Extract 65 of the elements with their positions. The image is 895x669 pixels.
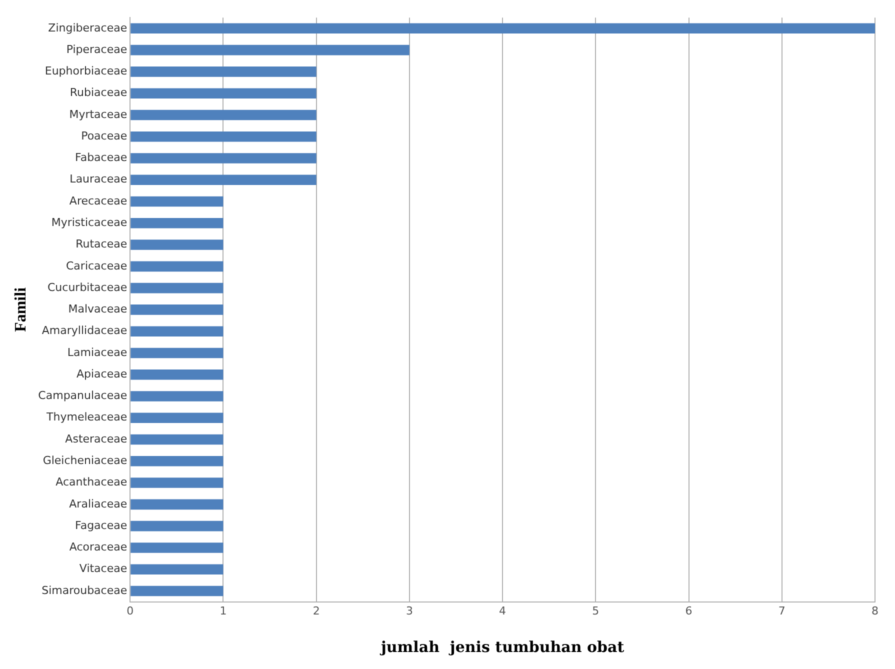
- x-tick-label: 4: [499, 604, 506, 618]
- y-tick-label: Caricaceae: [66, 259, 128, 272]
- y-tick-label: Campanulaceae: [38, 389, 128, 402]
- y-tick-label: Poaceae: [81, 129, 128, 142]
- bar: [130, 110, 316, 120]
- bar: [130, 348, 224, 358]
- bar: [130, 174, 316, 186]
- y-tick-label: Malvaceae: [68, 302, 128, 316]
- bar: [130, 23, 875, 34]
- bar: [130, 391, 224, 402]
- x-tick-label: 3: [406, 604, 413, 618]
- y-tick-label: Rubiaceae: [70, 86, 128, 100]
- y-tick-label: Amaryllidaceae: [42, 324, 128, 338]
- y-tick-label: Myrtaceae: [69, 108, 128, 121]
- y-tick-label: Myristicaceae: [51, 216, 128, 230]
- bar: [130, 564, 224, 574]
- y-tick-label: Thymeleaceae: [46, 410, 128, 424]
- y-tick-label: Arecaceae: [69, 194, 128, 208]
- bar: [130, 153, 316, 164]
- y-tick-label: Araliaceae: [69, 497, 128, 510]
- y-tick-label: Zingiberaceae: [48, 21, 128, 34]
- bar: [130, 478, 224, 488]
- bar: [130, 240, 224, 250]
- y-axis-title: Famili: [12, 286, 30, 332]
- bar: [130, 369, 224, 380]
- x-axis-title: jumlah jenis tumbuhan obat: [378, 638, 624, 656]
- bar: [130, 66, 316, 77]
- x-tick-label: 7: [778, 604, 786, 618]
- bar: [130, 282, 224, 294]
- bar: [130, 412, 224, 424]
- y-tick-label: Apiaceae: [76, 367, 128, 380]
- y-tick-label: Acoraceae: [69, 540, 128, 554]
- bar: [130, 304, 224, 315]
- y-tick-label: Cucurbitaceae: [48, 280, 128, 294]
- y-tick-label: Lamiaceae: [67, 346, 128, 359]
- bar: [130, 542, 224, 553]
- y-tick-label: Piperaceae: [66, 42, 128, 56]
- bar: [130, 44, 410, 56]
- y-tick-label: Fagaceae: [75, 518, 128, 532]
- x-tick-label: 5: [592, 604, 600, 618]
- y-tick-label: Asteraceae: [65, 432, 128, 446]
- y-tick-label: Rutaceae: [76, 238, 128, 251]
- bar: [130, 520, 224, 532]
- bar: [130, 434, 224, 445]
- bar: [130, 499, 224, 510]
- x-tick-label: 2: [312, 604, 320, 618]
- y-tick-label: Fabaceae: [75, 151, 128, 164]
- y-tick-label: Gleicheniaceae: [42, 454, 128, 468]
- x-tick-label: 8: [872, 604, 878, 618]
- x-tick-label: 0: [126, 604, 134, 618]
- bar: [130, 261, 224, 272]
- y-tick-label: Acanthaceae: [56, 476, 128, 489]
- y-tick-label: Vitaceae: [79, 562, 128, 576]
- x-tick-label: 6: [685, 604, 692, 618]
- bar: [130, 131, 316, 142]
- y-tick-label: Simaroubaceae: [42, 584, 128, 597]
- bar: [130, 218, 224, 228]
- bar: [130, 88, 316, 98]
- y-tick-label: Lauraceae: [70, 172, 128, 186]
- bar: [130, 586, 224, 596]
- bar: [130, 196, 224, 207]
- y-tick-label: Euphorbiaceae: [44, 64, 128, 78]
- x-tick-label: 1: [220, 604, 227, 618]
- bar: [130, 456, 224, 466]
- bar: [130, 326, 224, 336]
